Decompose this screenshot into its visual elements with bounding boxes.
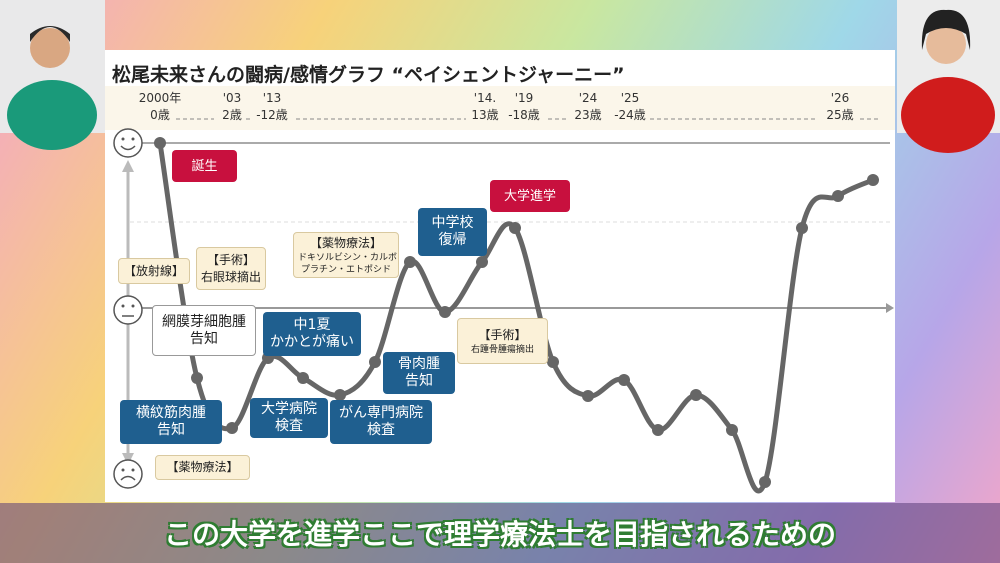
journey-point — [191, 372, 203, 384]
journey-point — [690, 389, 702, 401]
journey-point — [439, 306, 451, 318]
journey-point — [154, 137, 166, 149]
timeline-band — [105, 86, 895, 130]
annotation: 【薬物療法】 — [155, 455, 250, 480]
annotation: 中学校 復帰 — [418, 208, 487, 256]
journey-point — [759, 476, 771, 488]
timeline-label: '13 -12歳 — [256, 91, 288, 122]
journey-point — [547, 356, 559, 368]
journey-point — [334, 389, 346, 401]
journey-point — [226, 422, 238, 434]
journey-point — [867, 174, 879, 186]
journey-point — [582, 390, 594, 402]
journey-point — [726, 424, 738, 436]
timeline-label: '24 23歳 — [574, 91, 602, 122]
journey-point — [509, 222, 521, 234]
annotation: 誕生 — [172, 150, 237, 182]
annotation: 大学進学 — [490, 180, 570, 212]
timeline-label: '26 25歳 — [826, 91, 854, 122]
annotation: 横紋筋肉腫 告知 — [120, 400, 222, 444]
subtitle: この大学を進学ここで理学療法士を目指されるための — [163, 518, 836, 551]
annotation: 骨肉腫 告知 — [383, 352, 455, 394]
journey-point — [476, 256, 488, 268]
journey-point — [832, 190, 844, 202]
annotation: がん専門病院 検査 — [330, 400, 432, 444]
timeline-label: '03 2歳 — [222, 91, 242, 122]
journey-point — [297, 372, 309, 384]
annotation: 【放射線】 — [118, 258, 190, 284]
journey-point — [369, 356, 381, 368]
journey-point — [404, 256, 416, 268]
slide-title: 松尾未来さんの闘病/感情グラフ “ペイシェントジャーニー” — [112, 64, 625, 86]
subtitle-bar: この大学を進学ここで理学療法士を目指されるための — [0, 503, 1000, 563]
annotation: 中1夏 かかとが痛い — [263, 312, 361, 356]
annotation: 【手術】 右踵骨腫瘍摘出 — [457, 318, 548, 364]
journey-point — [618, 374, 630, 386]
annotation: 【手術】 右眼球摘出 — [196, 247, 266, 290]
journey-point — [796, 222, 808, 234]
timeline-label: '19 -18歳 — [508, 91, 540, 122]
annotation: 大学病院 検査 — [250, 398, 328, 438]
annotation: 網膜芽細胞腫 告知 — [152, 305, 256, 356]
journey-point — [652, 424, 664, 436]
timeline-label: 2000年 0歳 — [138, 91, 182, 122]
annotation: 【薬物療法】 ドキソルビシン・カルボ プラチン・エトポシド — [293, 232, 399, 278]
timeline-label: '25 -24歳 — [614, 91, 646, 122]
timeline-label: '14. 13歳 — [471, 91, 499, 122]
